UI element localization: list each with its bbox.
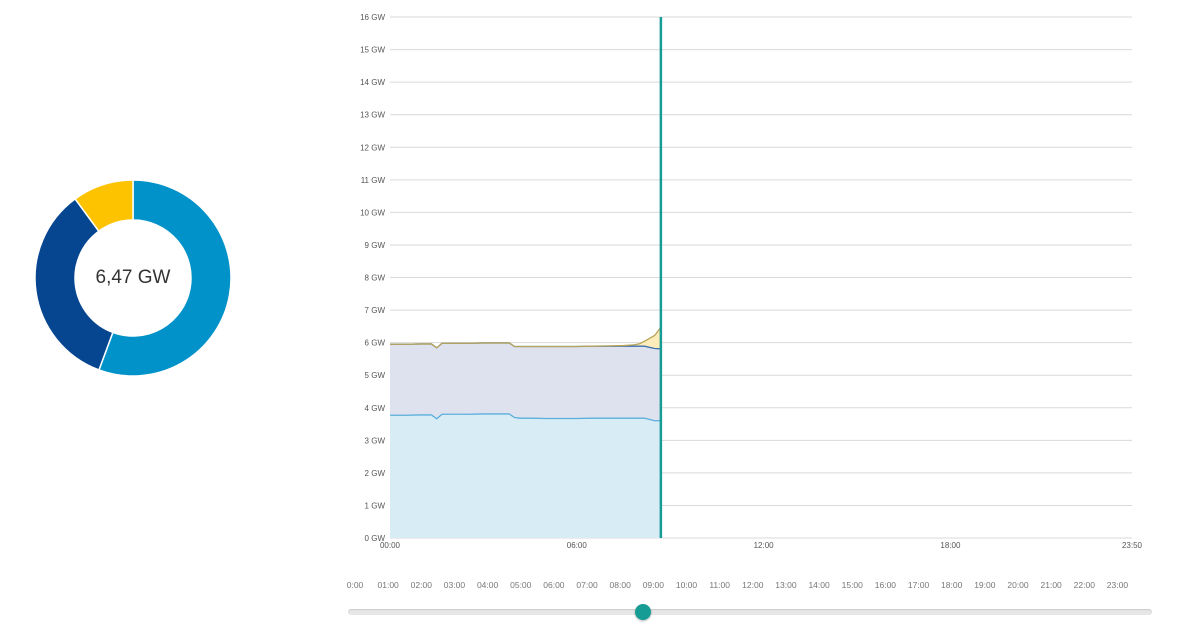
timeline-hour-label[interactable]: 05:00	[510, 580, 532, 590]
y-tick-label: 7 GW	[365, 306, 386, 315]
x-tick-label: 00:00	[380, 541, 401, 550]
timeline-hour-label[interactable]: 15:00	[841, 580, 863, 590]
timeline-slider[interactable]: 0:00 01:00 02:00 03:00 04:00 05:00 06:00 07:00 0…	[340, 570, 1160, 629]
timeline-hour-label[interactable]: 02:00	[410, 580, 432, 590]
y-tick-label: 15 GW	[360, 46, 385, 55]
timeline-hour-label[interactable]: 07:00	[576, 580, 598, 590]
y-tick-label: 16 GW	[360, 13, 385, 22]
x-tick-label: 18:00	[940, 541, 961, 550]
donut-segment-0[interactable]	[98, 179, 232, 377]
series-line-2	[390, 326, 662, 349]
y-tick-label: 8 GW	[365, 274, 386, 283]
timeline-hour-label[interactable]: 21:00	[1040, 580, 1062, 590]
donut-segment-1[interactable]	[34, 197, 114, 371]
x-tick-label: 23:50	[1122, 541, 1143, 550]
y-tick-label: 6 GW	[365, 339, 386, 348]
timeline-handle[interactable]	[635, 604, 652, 620]
timeline-hour-label[interactable]: 01:00	[377, 580, 399, 590]
series-line-0	[390, 413, 661, 422]
series-area-0	[390, 413, 661, 538]
timeline-hour-label[interactable]: 18:00	[941, 580, 963, 590]
power-area-chart: 0 GW 1 GW 2 GW 3 GW 4 GW 5 GW 6 GW 7 GW 8 GW 9 GW…	[360, 13, 1143, 550]
y-tick-label: 14 GW	[360, 78, 385, 87]
timeline-hour-label[interactable]: 09:00	[642, 580, 664, 590]
timeline-hour-label[interactable]: 12:00	[742, 580, 764, 590]
y-tick-label: 13 GW	[360, 111, 385, 120]
timeline-hour-label[interactable]: 20:00	[1007, 580, 1029, 590]
timeline-hour-label[interactable]: 06:00	[543, 580, 565, 590]
timeline-track[interactable]	[348, 609, 1152, 615]
y-tick-label: 0 GW	[365, 534, 386, 543]
timeline-hour-label[interactable]: 22:00	[1073, 580, 1095, 590]
y-tick-label: 11 GW	[361, 176, 386, 185]
y-tick-label: 3 GW	[365, 436, 386, 445]
timeline-hour-label[interactable]: 13:00	[775, 580, 797, 590]
x-tick-label: 12:00	[754, 541, 775, 550]
donut-chart	[34, 179, 232, 377]
timeline-hour-label[interactable]: 04:00	[476, 580, 499, 590]
timeline-hour-label[interactable]: 19:00	[974, 580, 996, 590]
y-tick-label: 10 GW	[360, 208, 385, 217]
timeline-hour-label[interactable]: 10:00	[675, 580, 698, 590]
y-tick-label: 5 GW	[365, 371, 386, 380]
y-tick-label: 12 GW	[360, 143, 385, 152]
timeline-hour-label[interactable]: 16:00	[874, 580, 897, 590]
y-tick-label: 4 GW	[365, 404, 386, 413]
timeline-hour-label[interactable]: 11:00	[709, 580, 730, 590]
timeline-hour-label[interactable]: 17:00	[907, 580, 930, 590]
timeline-hour-label[interactable]: 03:00	[443, 580, 466, 590]
timeline-hour-label[interactable]: 23:00	[1106, 580, 1129, 590]
donut-segment-2[interactable]	[74, 179, 134, 233]
y-tick-label: 1 GW	[365, 501, 386, 510]
timeline-hour-label[interactable]: 08:00	[609, 580, 631, 590]
x-tick-label: 06:00	[567, 541, 588, 550]
timeline-hour-label[interactable]: 0:00	[346, 580, 364, 590]
y-tick-label: 2 GW	[365, 469, 386, 478]
timeline-hour-label[interactable]: 14:00	[808, 580, 830, 590]
series-area-1	[390, 342, 661, 421]
y-tick-label: 9 GW	[365, 241, 386, 250]
